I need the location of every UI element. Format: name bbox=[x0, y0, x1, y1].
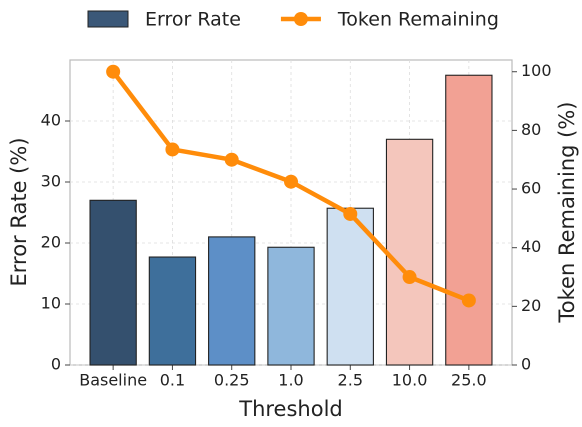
legend-label: Token Remaining bbox=[337, 9, 499, 31]
y2-tick-label: 80 bbox=[521, 120, 541, 139]
x-tick-label: 0.25 bbox=[214, 371, 250, 390]
y2-tick-label: 0 bbox=[521, 355, 531, 374]
x-tick-label: 10.0 bbox=[392, 371, 428, 390]
y2-axis-label: Token Remaining (%) bbox=[555, 102, 579, 324]
bar bbox=[385, 138, 434, 366]
y2-tick-label: 60 bbox=[521, 179, 541, 198]
y-tick-label: 40 bbox=[41, 111, 61, 130]
line-marker bbox=[165, 142, 180, 157]
y-axis-label: Error Rate (%) bbox=[7, 137, 31, 286]
y2-tick-label: 20 bbox=[521, 296, 541, 315]
bar bbox=[89, 199, 137, 366]
y-tick-label: 20 bbox=[41, 233, 61, 252]
line-marker bbox=[461, 293, 476, 308]
line-marker bbox=[284, 174, 298, 189]
bar bbox=[445, 74, 493, 366]
line-marker bbox=[106, 64, 121, 79]
legend-label: Error Rate bbox=[145, 9, 241, 31]
x-tick-label: 25.0 bbox=[451, 371, 487, 390]
x-tick-label: Baseline bbox=[79, 371, 147, 390]
x-axis-label: Threshold bbox=[238, 397, 343, 421]
y-tick-label: 10 bbox=[41, 294, 61, 313]
x-tick-label: 1.0 bbox=[278, 371, 303, 390]
legend-swatch-marker bbox=[293, 12, 308, 26]
line-marker bbox=[224, 152, 239, 167]
x-tick-label: 0.1 bbox=[160, 371, 185, 390]
bar bbox=[208, 236, 256, 366]
line-marker bbox=[402, 270, 417, 285]
bar bbox=[148, 256, 197, 366]
line-marker bbox=[343, 206, 358, 221]
y2-tick-label: 40 bbox=[521, 237, 541, 256]
bar bbox=[267, 246, 315, 366]
y-tick-label: 30 bbox=[41, 172, 61, 191]
y-tick-label: 0 bbox=[51, 355, 61, 374]
y2-tick-label: 100 bbox=[521, 61, 552, 80]
legend-swatch bbox=[87, 10, 129, 28]
x-tick-label: 2.5 bbox=[338, 371, 363, 390]
